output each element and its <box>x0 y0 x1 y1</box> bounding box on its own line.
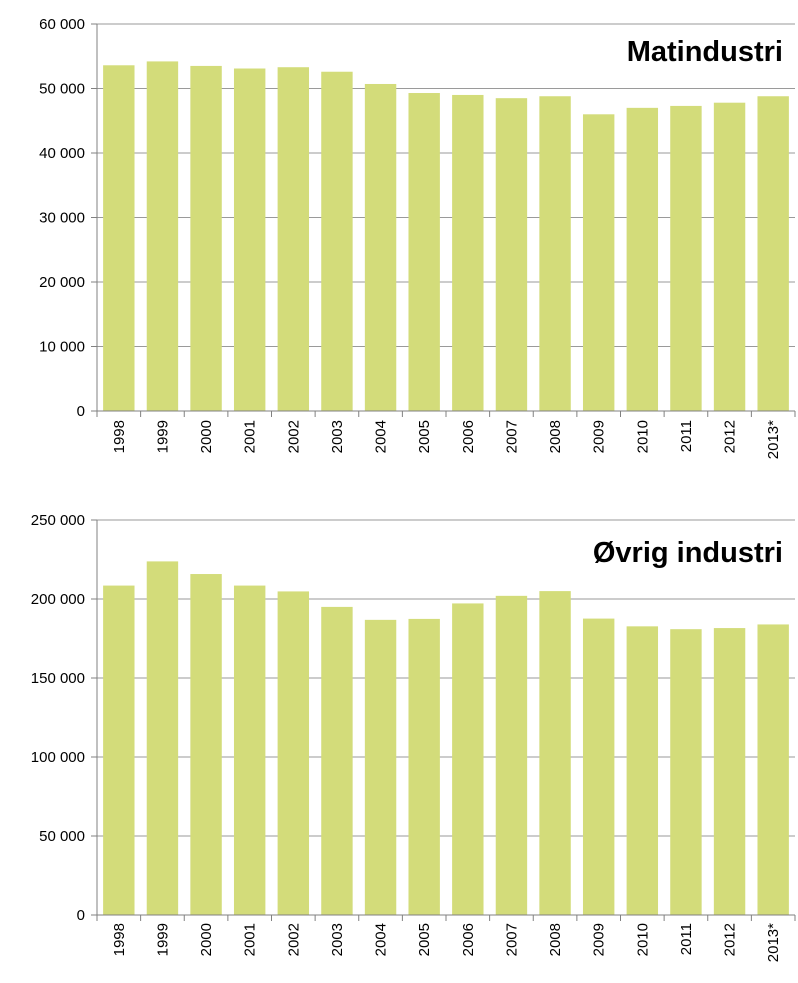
x-tick-label: 2011 <box>678 420 695 452</box>
x-tick-label: 2011 <box>678 923 695 955</box>
x-tick-label: 2008 <box>547 923 564 956</box>
x-tick-label: 2009 <box>591 923 608 956</box>
x-tick-label: 1999 <box>154 923 171 956</box>
x-tick-label: 2006 <box>460 420 477 453</box>
x-tick-label: 2000 <box>198 923 215 956</box>
bar-2003 <box>321 606 353 915</box>
bar-1998 <box>103 65 135 411</box>
y-tick-label: 50 000 <box>39 81 85 98</box>
bar-2008 <box>539 591 571 915</box>
y-tick-label: 30 000 <box>39 210 85 227</box>
bar-2006 <box>452 94 484 411</box>
bar-2010 <box>626 107 659 411</box>
x-tick-label: 2005 <box>416 923 433 956</box>
x-tick-label: 1998 <box>111 420 128 453</box>
bar-1999 <box>146 561 179 915</box>
x-tick-label: 2001 <box>242 420 259 453</box>
bar-1999 <box>146 61 179 411</box>
bar-2012 <box>713 102 746 411</box>
x-tick-label: 2003 <box>329 923 346 956</box>
bar-2009 <box>582 618 615 915</box>
y-tick-label: 0 <box>77 907 85 924</box>
x-tick-label: 2004 <box>373 420 390 453</box>
x-tick-label: 2004 <box>373 923 390 956</box>
x-tick-label: 2012 <box>722 923 739 956</box>
bar-2001 <box>233 68 266 411</box>
bar-2000 <box>190 65 222 412</box>
x-tick-label: 1998 <box>111 923 128 956</box>
y-tick-label: 40 000 <box>39 145 85 162</box>
x-tick-label: 2000 <box>198 420 215 453</box>
y-tick-label: 20 000 <box>39 274 85 291</box>
bar-2002 <box>277 591 310 915</box>
x-tick-label: 2010 <box>634 923 651 956</box>
y-tick-label: 10 000 <box>39 339 85 356</box>
x-tick-label: 2005 <box>416 420 433 453</box>
bar-2013 <box>757 624 789 915</box>
chart-title: Matindustri <box>627 36 783 68</box>
x-tick-label: 2009 <box>591 420 608 453</box>
x-tick-label: 2012 <box>722 420 739 453</box>
bar-2003 <box>321 71 353 411</box>
y-tick-label: 150 000 <box>31 670 85 687</box>
bar-2005 <box>408 618 440 915</box>
chart-title: Øvrig industri <box>593 537 783 569</box>
bar-2005 <box>408 93 440 411</box>
y-tick-label: 0 <box>77 403 85 420</box>
x-tick-label: 2013* <box>765 923 782 962</box>
bar-1998 <box>103 585 135 915</box>
bar-2012 <box>713 628 746 915</box>
x-tick-label: 2007 <box>503 923 520 956</box>
x-tick-label: 2008 <box>547 420 564 453</box>
x-tick-label: 2003 <box>329 420 346 453</box>
bar-2013 <box>757 96 789 412</box>
x-tick-label: 2007 <box>503 420 520 453</box>
y-tick-label: 50 000 <box>39 828 85 845</box>
chart-ovrig-industri: 0 50 000 100 000 150 000 200 000 250 000 1998 1… <box>31 512 796 962</box>
y-tick-label: 200 000 <box>31 591 85 608</box>
bar-2007 <box>495 595 528 915</box>
chart-matindustri: 0 10 000 20 000 30 000 40 000 50 000 60 000 199… <box>39 16 796 459</box>
x-tick-label: 2013* <box>765 420 782 459</box>
bar-2008 <box>539 96 571 412</box>
y-tick-label: 250 000 <box>31 512 85 529</box>
x-tick-label: 2010 <box>634 420 651 453</box>
bar-2004 <box>364 619 397 915</box>
bar-2004 <box>364 83 397 412</box>
bar-2011 <box>670 105 702 411</box>
bar-2007 <box>495 98 528 412</box>
x-tick-label: 2006 <box>460 923 477 956</box>
bar-2006 <box>452 603 484 915</box>
bar-2001 <box>233 585 266 915</box>
y-tick-label: 60 000 <box>39 16 85 33</box>
x-tick-label: 2002 <box>285 420 302 453</box>
bar-2011 <box>670 629 702 915</box>
bar-2002 <box>277 67 310 411</box>
x-tick-label: 2001 <box>242 923 259 956</box>
bar-2009 <box>582 114 615 412</box>
x-tick-label: 2002 <box>285 923 302 956</box>
y-tick-label: 100 000 <box>31 749 85 766</box>
bar-2000 <box>190 574 222 915</box>
x-tick-label: 1999 <box>154 420 171 453</box>
bar-2010 <box>626 626 659 915</box>
